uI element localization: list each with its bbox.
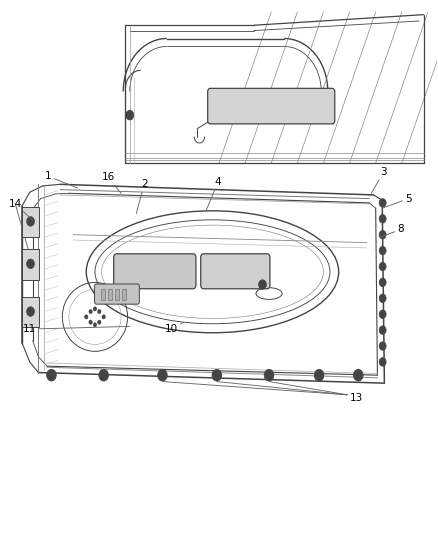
- Circle shape: [85, 315, 88, 319]
- Text: 16: 16: [101, 172, 121, 193]
- Circle shape: [353, 369, 363, 381]
- Circle shape: [27, 307, 35, 317]
- Bar: [115, 289, 119, 301]
- Bar: [22, 207, 39, 237]
- Text: 13: 13: [350, 393, 363, 403]
- Text: 14: 14: [9, 199, 33, 220]
- Text: 3: 3: [371, 167, 387, 193]
- Circle shape: [27, 259, 35, 269]
- Text: 10: 10: [165, 322, 184, 334]
- Circle shape: [379, 215, 386, 223]
- Circle shape: [379, 262, 386, 271]
- Circle shape: [98, 320, 101, 324]
- Bar: [22, 297, 39, 327]
- Circle shape: [379, 342, 386, 350]
- Circle shape: [93, 322, 97, 327]
- Text: 8: 8: [380, 224, 404, 237]
- Circle shape: [314, 369, 324, 381]
- Bar: [101, 289, 106, 301]
- Circle shape: [89, 310, 92, 314]
- Circle shape: [99, 369, 109, 381]
- Circle shape: [379, 199, 386, 207]
- Circle shape: [379, 230, 386, 239]
- Text: 11: 11: [23, 324, 130, 334]
- Text: 5: 5: [382, 193, 412, 208]
- Circle shape: [379, 294, 386, 303]
- Text: 4: 4: [206, 176, 222, 211]
- Circle shape: [264, 369, 274, 381]
- FancyBboxPatch shape: [95, 284, 139, 304]
- Circle shape: [379, 358, 386, 366]
- Circle shape: [47, 369, 56, 381]
- Circle shape: [379, 326, 386, 334]
- Circle shape: [89, 320, 92, 324]
- Bar: [108, 289, 113, 301]
- Circle shape: [93, 307, 97, 311]
- Circle shape: [158, 369, 167, 381]
- Bar: [121, 289, 126, 301]
- Circle shape: [379, 278, 386, 287]
- Circle shape: [379, 310, 386, 318]
- Circle shape: [27, 216, 35, 226]
- FancyBboxPatch shape: [208, 88, 335, 124]
- Circle shape: [126, 110, 134, 120]
- FancyBboxPatch shape: [201, 254, 270, 289]
- Bar: [22, 249, 39, 280]
- Text: 2: 2: [136, 179, 148, 214]
- FancyBboxPatch shape: [114, 254, 196, 289]
- Text: 1: 1: [45, 172, 78, 188]
- Circle shape: [379, 246, 386, 255]
- Circle shape: [102, 315, 106, 319]
- Circle shape: [258, 280, 266, 289]
- Circle shape: [212, 369, 222, 381]
- Circle shape: [98, 310, 101, 314]
